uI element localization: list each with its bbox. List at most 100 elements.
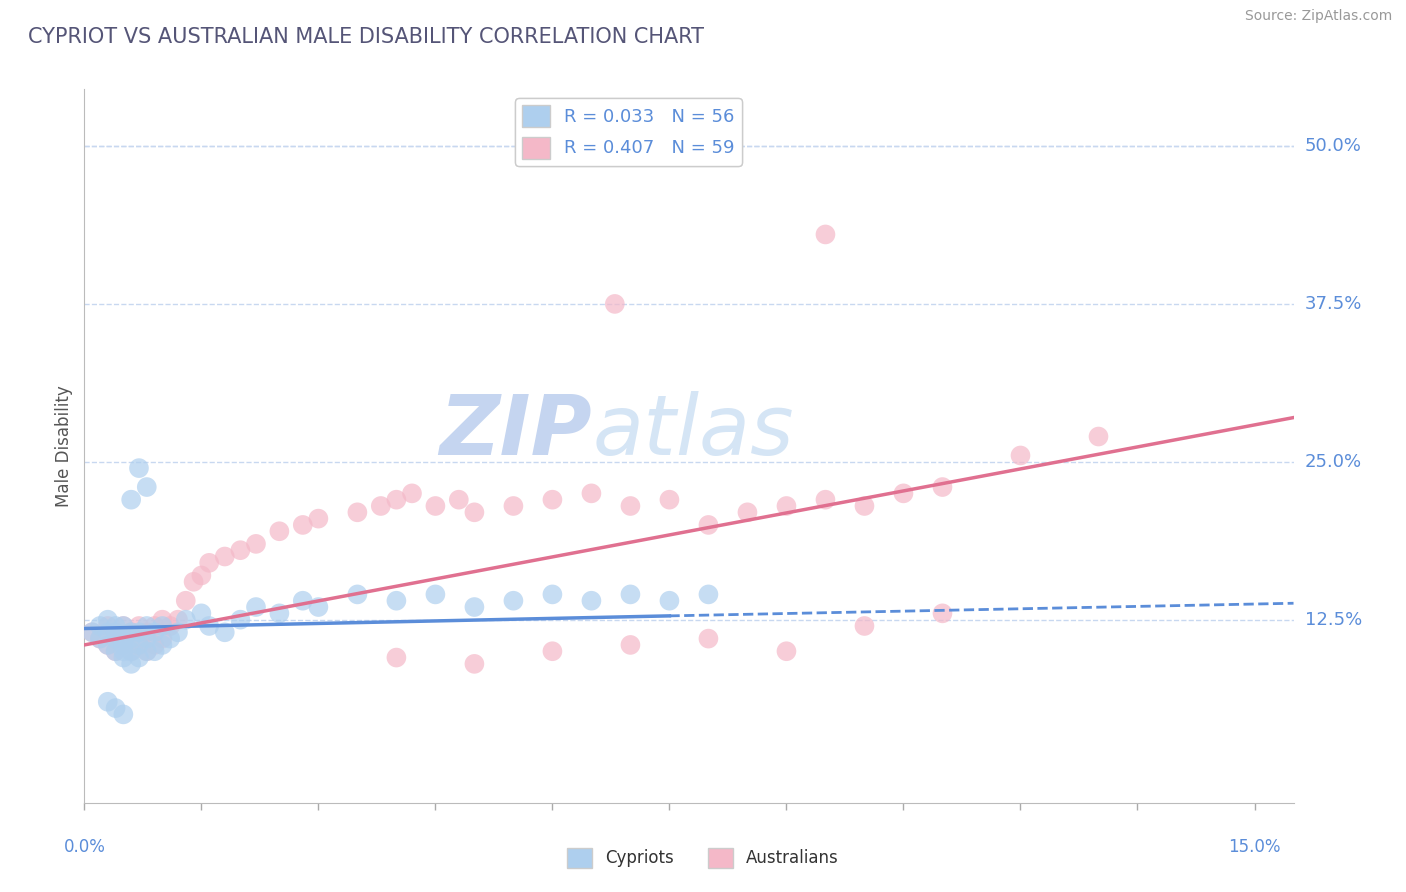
Point xyxy=(269,607,291,621)
Point xyxy=(135,625,157,640)
Point xyxy=(174,613,197,627)
Point xyxy=(135,619,157,633)
Point xyxy=(853,619,876,633)
Point xyxy=(541,587,564,601)
Text: 25.0%: 25.0% xyxy=(1305,453,1362,471)
Point xyxy=(1010,449,1032,463)
Point xyxy=(159,619,181,633)
Point xyxy=(245,537,267,551)
Point xyxy=(150,619,173,633)
Point xyxy=(502,593,524,607)
Point xyxy=(385,492,408,507)
Point xyxy=(931,480,953,494)
Point xyxy=(619,587,641,601)
Text: Source: ZipAtlas.com: Source: ZipAtlas.com xyxy=(1244,9,1392,23)
Text: 12.5%: 12.5% xyxy=(1305,611,1362,629)
Point xyxy=(307,511,329,525)
Text: CYPRIOT VS AUSTRALIAN MALE DISABILITY CORRELATION CHART: CYPRIOT VS AUSTRALIAN MALE DISABILITY CO… xyxy=(28,27,704,46)
Point xyxy=(658,593,681,607)
Point xyxy=(269,524,291,539)
Point xyxy=(97,619,120,633)
Point xyxy=(150,613,173,627)
Point xyxy=(112,632,135,646)
Point xyxy=(291,593,314,607)
Point xyxy=(697,632,720,646)
Point xyxy=(541,644,564,658)
Point xyxy=(581,486,603,500)
Point xyxy=(97,625,120,640)
Point xyxy=(120,644,142,658)
Point xyxy=(112,650,135,665)
Point xyxy=(82,625,104,640)
Point xyxy=(143,644,166,658)
Point xyxy=(814,492,837,507)
Point xyxy=(89,632,111,646)
Point xyxy=(307,600,329,615)
Point xyxy=(128,461,150,475)
Point xyxy=(346,587,368,601)
Point xyxy=(385,650,408,665)
Point xyxy=(128,650,150,665)
Point xyxy=(104,619,127,633)
Point xyxy=(120,632,142,646)
Point xyxy=(619,499,641,513)
Legend: Cypriots, Australians: Cypriots, Australians xyxy=(561,841,845,875)
Point xyxy=(135,632,157,646)
Point xyxy=(447,492,470,507)
Point xyxy=(853,499,876,513)
Point xyxy=(82,625,104,640)
Point xyxy=(143,625,166,640)
Point xyxy=(97,695,120,709)
Point xyxy=(775,499,797,513)
Point xyxy=(174,593,197,607)
Point xyxy=(143,638,166,652)
Point xyxy=(167,613,190,627)
Point xyxy=(135,644,157,658)
Point xyxy=(291,517,314,532)
Text: 15.0%: 15.0% xyxy=(1229,838,1281,855)
Point xyxy=(97,638,120,652)
Point xyxy=(89,632,111,646)
Point xyxy=(229,613,252,627)
Point xyxy=(104,644,127,658)
Point xyxy=(150,632,173,646)
Point xyxy=(775,644,797,658)
Point xyxy=(120,657,142,671)
Point xyxy=(697,517,720,532)
Point xyxy=(190,607,212,621)
Point xyxy=(502,499,524,513)
Point xyxy=(112,707,135,722)
Point xyxy=(425,587,447,601)
Point xyxy=(370,499,392,513)
Legend: R = 0.033   N = 56, R = 0.407   N = 59: R = 0.033 N = 56, R = 0.407 N = 59 xyxy=(515,98,742,166)
Point xyxy=(128,625,150,640)
Point xyxy=(581,593,603,607)
Text: ZIP: ZIP xyxy=(440,392,592,472)
Point xyxy=(814,227,837,242)
Point xyxy=(104,644,127,658)
Point xyxy=(198,556,221,570)
Point xyxy=(97,613,120,627)
Point xyxy=(128,638,150,652)
Point xyxy=(346,505,368,519)
Point xyxy=(150,638,173,652)
Point xyxy=(159,632,181,646)
Point xyxy=(425,499,447,513)
Point xyxy=(120,492,142,507)
Point xyxy=(97,638,120,652)
Point xyxy=(658,492,681,507)
Point xyxy=(463,657,485,671)
Point xyxy=(104,625,127,640)
Point xyxy=(120,644,142,658)
Point xyxy=(104,632,127,646)
Point xyxy=(112,619,135,633)
Text: 0.0%: 0.0% xyxy=(63,838,105,855)
Point xyxy=(245,600,267,615)
Text: 37.5%: 37.5% xyxy=(1305,295,1362,313)
Point xyxy=(135,480,157,494)
Point xyxy=(214,549,236,564)
Point xyxy=(401,486,423,500)
Point xyxy=(104,701,127,715)
Point xyxy=(167,625,190,640)
Point xyxy=(385,593,408,607)
